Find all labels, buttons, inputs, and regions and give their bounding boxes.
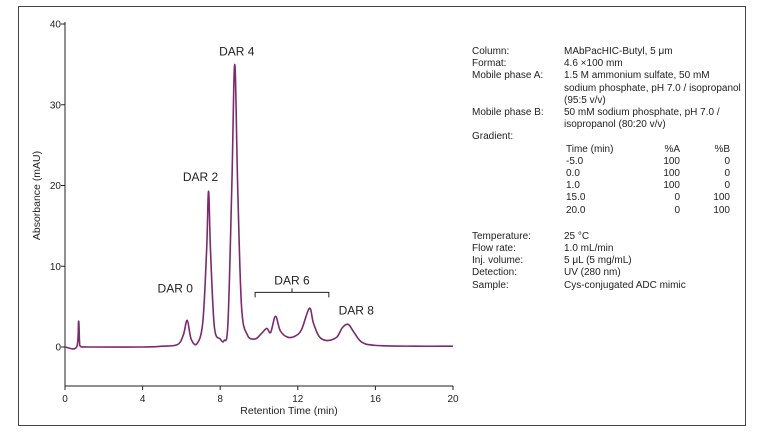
gradient-header-cell: %B: [714, 143, 730, 155]
run-condition-value: 5 μL (5 mg/mL): [564, 255, 632, 267]
label-dar-6: DAR 6: [274, 273, 310, 287]
method-param-row: Column: MAbPacHIC-Butyl, 5 μm: [472, 46, 742, 58]
gradient-cell: 0: [674, 204, 680, 216]
figure-frame: [18, 6, 746, 426]
run-condition-value: 25 °C: [564, 230, 590, 242]
x-tick-label-8: 8: [217, 394, 223, 405]
method-param-key: Mobile phase A:: [472, 70, 544, 82]
gradient-cell: 100: [713, 192, 730, 204]
y-tick-label-20: 20: [50, 181, 62, 192]
label-dar-4: DAR 4: [219, 44, 255, 58]
method-param-value: MAbPacHIC-Butyl, 5 μm: [564, 46, 673, 57]
y-tick-label-10: 10: [50, 262, 62, 273]
gradient-header-cell: Time (min): [566, 143, 614, 155]
gradient-row: 1.0 100 0: [564, 180, 730, 192]
label-dar-0: DAR 0: [158, 281, 194, 295]
x-tick-label-16: 16: [370, 394, 382, 405]
gradient-cell: 0: [724, 180, 730, 192]
method-param-row: Mobile phase A: 1.5 M ammonium sulfate, 5…: [472, 70, 742, 107]
run-condition-value: 1.0 mL/min: [564, 243, 614, 255]
run-condition-key: Inj. volume:: [472, 255, 524, 267]
run-condition-row: Detection: UV (280 nm): [472, 267, 742, 279]
run-condition-key: Detection:: [472, 267, 518, 279]
gradient-cell: 1.0: [566, 180, 580, 192]
method-param-key: Mobile phase B:: [472, 107, 544, 119]
gradient-cell: 15.0: [566, 192, 586, 204]
method-param-key: Format:: [472, 58, 507, 70]
method-param-value: 50 mM sodium phosphate, pH 7.0 / isoprop…: [564, 107, 720, 131]
label-dar-2: DAR 2: [183, 170, 219, 184]
run-condition-key: Temperature:: [472, 230, 531, 242]
x-tick-label-12: 12: [292, 394, 304, 405]
bracket-dar-6: [254, 288, 330, 298]
gradient-cell: 100: [663, 168, 680, 180]
y-tick-label-30: 30: [50, 100, 62, 111]
run-condition-key: Sample:: [472, 279, 509, 291]
run-conditions: Temperature: 25 °C Flow rate: 1.0 mL/min Inj…: [472, 231, 742, 292]
gradient-cell: 0.0: [566, 168, 580, 180]
y-tick-label-0: 0: [55, 343, 61, 354]
y-axis-title: Absorbance (mAU): [31, 151, 43, 240]
gradient-header-cell: %A: [664, 143, 680, 155]
gradient-cell: 100: [663, 155, 680, 167]
run-condition-row: Temperature: 25 °C: [472, 231, 742, 243]
x-axis-title: Retention Time (min): [240, 405, 337, 417]
x-tick-label-0: 0: [62, 394, 68, 405]
gradient-row: 15.0 0 100: [564, 192, 730, 204]
method-param-key: Column:: [472, 46, 510, 57]
gradient-cell: 0: [674, 192, 680, 204]
gradient-cell: -5.0: [566, 155, 584, 167]
x-tick-label-20: 20: [447, 394, 459, 405]
gradient-table: Time (min) %A %B -5.0 100 0 0.0 100 0 1.0 100 0 15.…: [564, 144, 730, 217]
run-condition-value: UV (280 nm): [564, 267, 621, 279]
gradient-cell: 0: [724, 155, 730, 167]
method-param-value: 4.6 ×100 mm: [564, 58, 623, 70]
run-condition-key: Flow rate:: [472, 243, 516, 255]
gradient-row: -5.0 100 0: [564, 156, 730, 168]
method-param-key: Gradient:: [472, 131, 514, 143]
series-line-0: [64, 63, 454, 350]
run-condition-value: Cys-conjugated ADC mimic: [564, 279, 686, 291]
gradient-cell: 20.0: [566, 204, 586, 216]
gradient-cell: 100: [713, 204, 730, 216]
gradient-cell: 100: [663, 180, 680, 192]
run-condition-row: Flow rate: 1.0 mL/min: [472, 243, 742, 255]
method-param-value: 1.5 M ammonium sulfate, 50 mM sodium pho…: [564, 70, 741, 106]
gradient-row: 20.0 0 100: [564, 205, 730, 217]
gradient-row: 0.0 100 0: [564, 168, 730, 180]
method-param-row: Gradient:: [472, 131, 742, 143]
run-condition-row: Sample: Cys-conjugated ADC mimic: [472, 280, 742, 292]
run-condition-row: Inj. volume: 5 μL (5 mg/mL): [472, 255, 742, 267]
gradient-cell: 0: [724, 168, 730, 180]
gradient-table-header: Time (min) %A %B: [564, 144, 730, 156]
x-tick-label-4: 4: [140, 394, 146, 405]
y-tick-label-40: 40: [50, 20, 62, 31]
method-info-panel: Column: MAbPacHIC-Butyl, 5 μm Format: 4.6 ×…: [472, 46, 742, 292]
method-param-value: [564, 131, 742, 143]
method-param-row: Format: 4.6 ×100 mm: [472, 58, 742, 70]
label-dar-8: DAR 8: [339, 303, 375, 317]
method-parameters: Column: MAbPacHIC-Butyl, 5 μm Format: 4.6 ×…: [472, 46, 742, 144]
method-param-row: Mobile phase B: 50 mM sodium phosphate, p…: [472, 107, 742, 131]
